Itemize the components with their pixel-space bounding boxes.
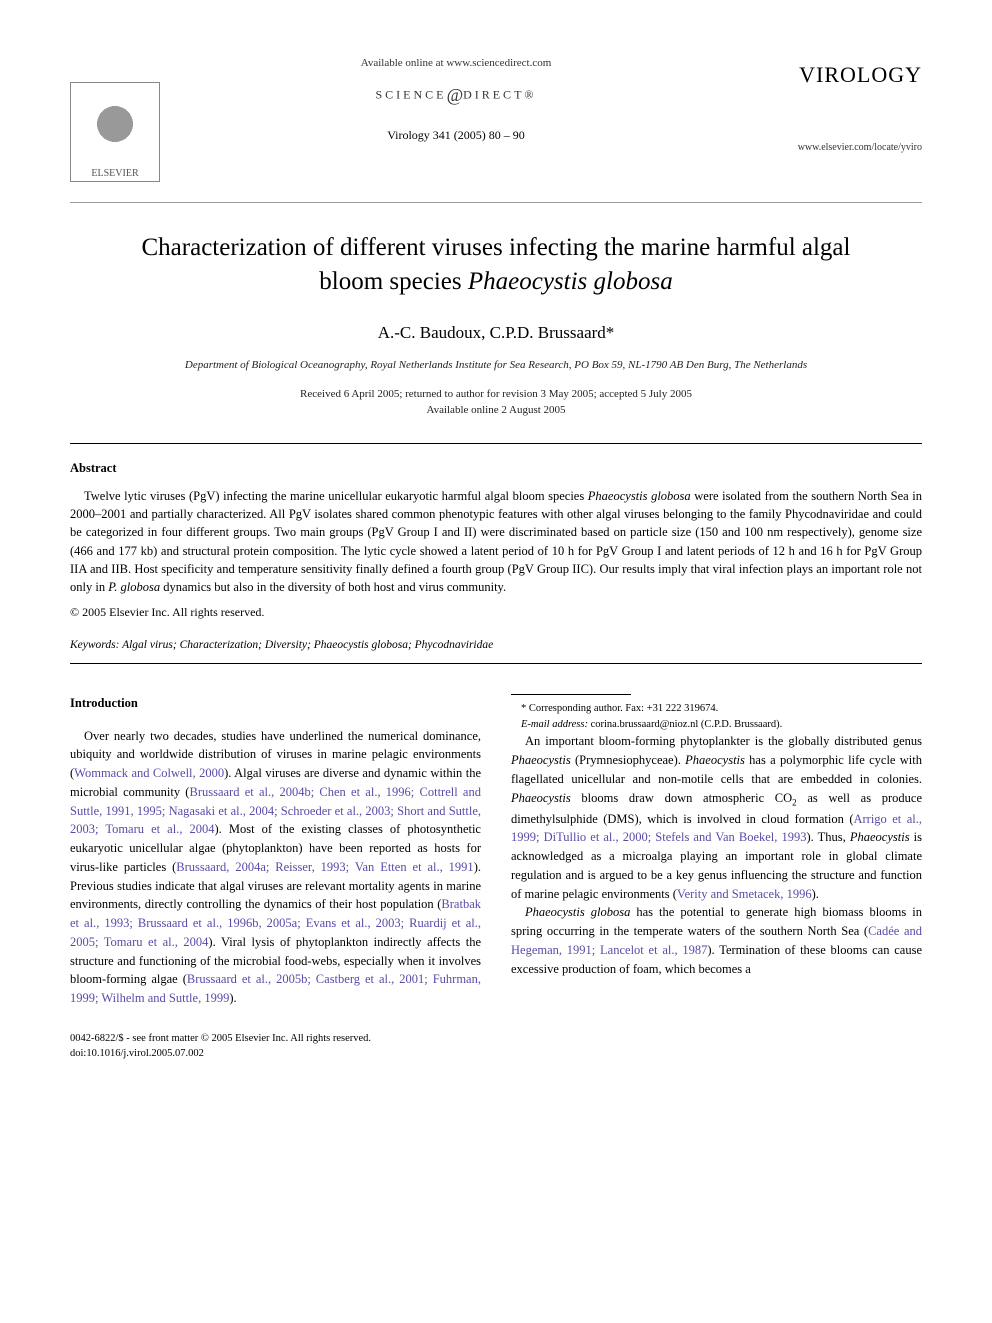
sd-at-icon: @ — [447, 85, 464, 105]
keywords-label: Keywords: — [70, 639, 119, 651]
footer-copyright: 0042-6822/$ - see front matter © 2005 El… — [70, 1032, 922, 1047]
abs-p1: Twelve lytic viruses (PgV) infecting the… — [84, 489, 588, 503]
body-columns: Introduction Over nearly two decades, st… — [70, 694, 922, 1008]
journal-reference: Virology 341 (2005) 80 – 90 — [180, 127, 732, 144]
footnote-rule — [511, 694, 631, 695]
sd-left: SCIENCE — [375, 88, 446, 102]
abs-sp2: P. globosa — [108, 580, 160, 594]
publication-dates: Received 6 April 2005; returned to autho… — [70, 386, 922, 419]
date-received: Received 6 April 2005; returned to autho… — [70, 386, 922, 403]
journal-name: VIROLOGY — [732, 60, 922, 91]
publisher-label: ELSEVIER — [91, 167, 138, 181]
available-online-text: Available online at www.sciencedirect.co… — [180, 56, 732, 71]
introduction-heading: Introduction — [70, 694, 481, 713]
footnote-email-label: E-mail address: — [521, 719, 588, 730]
abstract-text: Twelve lytic viruses (PgV) infecting the… — [70, 487, 922, 596]
abstract-copyright: © 2005 Elsevier Inc. All rights reserved… — [70, 604, 922, 621]
title-species: Phaeocystis globosa — [468, 268, 673, 295]
ip2-t6: ). Thus, — [806, 830, 849, 844]
page-footer: 0042-6822/$ - see front matter © 2005 El… — [70, 1032, 922, 1061]
header-right: VIROLOGY www.elsevier.com/locate/yviro — [732, 50, 922, 155]
footnote-email: E-mail address: corina.brussaard@nioz.nl… — [511, 717, 922, 733]
abstract-heading: Abstract — [70, 460, 922, 478]
intro-para-1: Over nearly two decades, studies have un… — [70, 727, 481, 1008]
article-title: Characterization of different viruses in… — [70, 231, 922, 299]
abs-p3: dynamics but also in the diversity of bo… — [160, 580, 506, 594]
ip2-sp3: Phaeocystis — [511, 791, 571, 805]
ip1-t5: ). Viral lysis — [208, 935, 274, 949]
keywords-text: Algal virus; Characterization; Diversity… — [119, 639, 313, 651]
abstract-bottom-rule — [70, 663, 922, 664]
ip1-r1[interactable]: Wommack and Colwell, 2000 — [74, 766, 224, 780]
ip3-sp1: Phaeocystis globosa — [525, 905, 630, 919]
keywords: Keywords: Algal virus; Characterization;… — [70, 637, 922, 653]
ip2-t8: ). — [812, 887, 819, 901]
page-header: ELSEVIER Available online at www.science… — [70, 50, 922, 182]
footnote-email-value: corina.brussaard@nioz.nl (C.P.D. Brussaa… — [588, 719, 782, 730]
science-direct-logo: SCIENCE@DIRECT® — [180, 83, 732, 108]
ip1c-t2: ). — [229, 991, 236, 1005]
footnote-block: * Corresponding author. Fax: +31 222 319… — [511, 694, 922, 733]
ip2-t2: (Prymnesiophyceae). — [571, 753, 685, 767]
ip2-t1: An important bloom-forming phytoplankter… — [525, 734, 922, 748]
publisher-logo-block: ELSEVIER — [70, 50, 180, 182]
abs-p2: were isolated from the southern North Se… — [70, 489, 922, 594]
keywords-species: Phaeocystis globosa — [314, 639, 408, 651]
footer-doi: doi:10.1016/j.virol.2005.07.002 — [70, 1047, 922, 1062]
elsevier-tree-icon — [90, 103, 140, 163]
title-line1: Characterization of different viruses in… — [142, 234, 851, 261]
date-available: Available online 2 August 2005 — [70, 402, 922, 419]
ip1-r3[interactable]: Brussaard, 2004a; Reisser, 1993; Van Ett… — [176, 860, 473, 874]
keywords-tail: ; Phycodnaviridae — [408, 639, 493, 651]
abstract-top-rule — [70, 443, 922, 444]
title-line2-pre: bloom species — [319, 268, 468, 295]
journal-url: www.elsevier.com/locate/yviro — [732, 141, 922, 155]
intro-para-2: An important bloom-forming phytoplankter… — [511, 732, 922, 903]
header-divider — [70, 202, 922, 203]
ip2-t4: blooms draw down atmospheric CO — [571, 791, 792, 805]
authors: A.-C. Baudoux, C.P.D. Brussaard* — [70, 321, 922, 345]
ip2-sp2: Phaeocystis — [685, 753, 745, 767]
footnote-corresponding: * Corresponding author. Fax: +31 222 319… — [511, 701, 922, 717]
header-center: Available online at www.sciencedirect.co… — [180, 50, 732, 143]
sd-right: DIRECT® — [463, 88, 536, 102]
elsevier-logo: ELSEVIER — [70, 82, 160, 182]
affiliation: Department of Biological Oceanography, R… — [70, 358, 922, 373]
ip2-sp1: Phaeocystis — [511, 753, 571, 767]
ip2-sp4: Phaeocystis — [850, 830, 910, 844]
abs-sp1: Phaeocystis globosa — [588, 489, 691, 503]
ip2-r2[interactable]: Verity and Smetacek, 1996 — [677, 887, 812, 901]
intro-para-3: Phaeocystis globosa has the potential to… — [511, 903, 922, 978]
